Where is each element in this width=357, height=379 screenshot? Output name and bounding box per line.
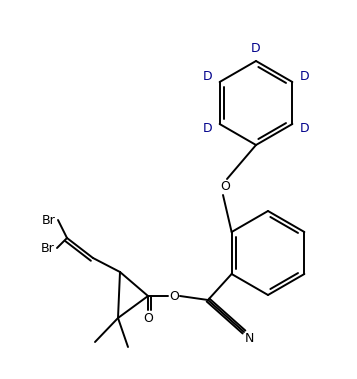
Text: O: O (169, 290, 179, 302)
Text: N: N (244, 332, 254, 345)
Text: O: O (220, 180, 230, 194)
Text: Br: Br (42, 213, 56, 227)
Text: D: D (203, 122, 212, 135)
Text: D: D (300, 122, 309, 135)
Text: D: D (300, 69, 309, 83)
Text: D: D (203, 69, 212, 83)
Text: O: O (143, 312, 153, 324)
Text: Br: Br (41, 241, 55, 255)
Text: D: D (251, 42, 261, 55)
